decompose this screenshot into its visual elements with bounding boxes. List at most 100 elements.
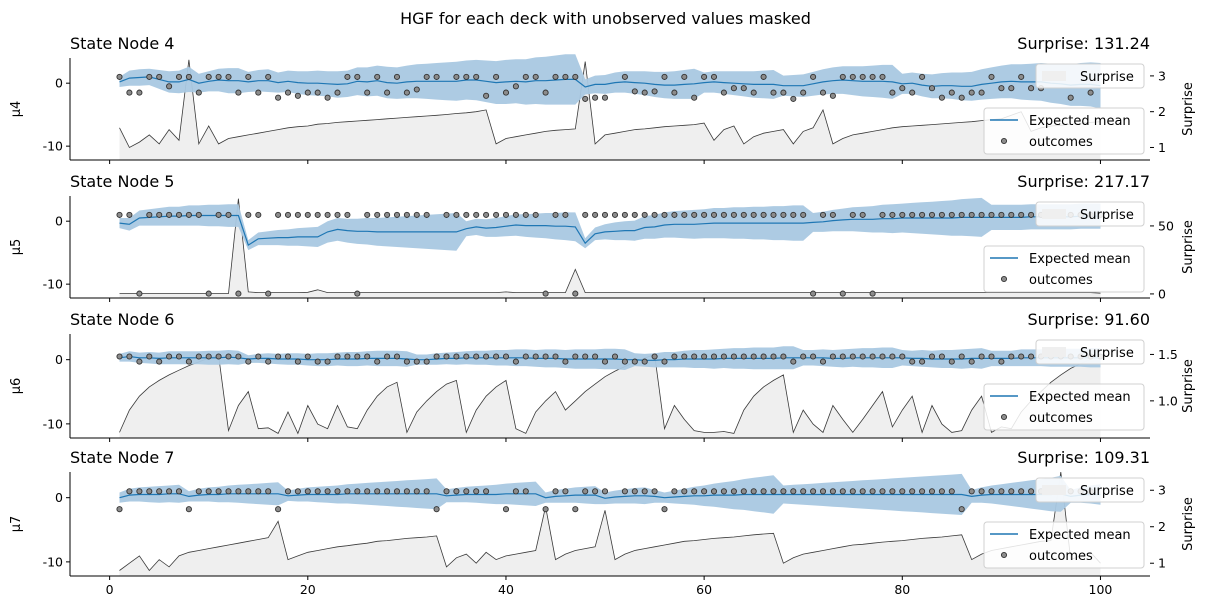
outcome-point — [284, 211, 292, 218]
outcome-point — [126, 89, 133, 96]
outcome-point — [413, 488, 420, 495]
outcome-point — [641, 488, 648, 495]
outcome-point — [701, 353, 708, 360]
outcome-point — [839, 353, 846, 360]
outcome-point — [522, 73, 529, 80]
outcome-point — [691, 211, 698, 218]
legend-main-box — [983, 521, 1145, 569]
panel-4: 0 -10 1 2 3 0 20 40 60 80 100 State Node 7 Surprise:… — [9, 448, 1196, 597]
y-tick-label: -10 — [43, 139, 63, 154]
outcome-point — [502, 353, 510, 360]
y2-tick-label: 1.5 — [1158, 347, 1178, 362]
outcome-point — [928, 353, 936, 360]
outcome-point — [592, 94, 599, 101]
uncertainty-band — [119, 54, 1101, 109]
panel-title: State Node 5 — [70, 172, 174, 191]
outcome-point — [919, 73, 926, 80]
outcome-point — [899, 353, 906, 360]
outcome-point — [988, 211, 995, 218]
outcome-point — [710, 353, 718, 360]
legend-surprise: Surprise — [1035, 477, 1145, 503]
outcome-point — [780, 353, 787, 360]
outcome-point — [483, 92, 490, 99]
outcome-point — [453, 488, 460, 495]
outcome-point — [829, 488, 836, 495]
outcome-point — [423, 488, 430, 495]
outcome-point — [433, 73, 440, 80]
outcome-point — [483, 353, 490, 360]
outcome-point — [760, 488, 767, 495]
outcome-point — [631, 211, 638, 218]
outcome-point — [146, 211, 153, 218]
panel-surprise-total: Surprise: 131.24 — [1017, 34, 1150, 53]
outcome-point — [493, 353, 500, 360]
outcome-point — [354, 73, 361, 80]
y-tick-label: 0 — [55, 76, 63, 91]
outcome-point — [869, 290, 876, 297]
outcome-point — [374, 211, 381, 218]
outcome-point — [710, 211, 718, 218]
outcome-point — [938, 211, 945, 218]
outcome-point — [344, 488, 351, 495]
outcome-point — [463, 211, 470, 218]
outcome-point — [978, 488, 985, 495]
outcome-point — [730, 488, 737, 495]
outcome-point — [364, 353, 371, 360]
outcome-point — [245, 488, 252, 495]
y-axis-label: μ4 — [9, 101, 24, 118]
legend-surprise-swatch — [1042, 485, 1066, 495]
outcome-point — [235, 290, 242, 297]
outcome-point — [958, 94, 965, 101]
outcome-point — [859, 73, 866, 80]
outcome-point — [235, 488, 242, 495]
outcome-point — [879, 353, 886, 360]
outcome-point — [998, 358, 1005, 365]
outcome-point — [294, 92, 301, 99]
outcome-point — [294, 358, 301, 365]
outcome-point — [304, 353, 311, 360]
outcome-point — [919, 358, 926, 365]
outcome-point — [413, 358, 420, 365]
outcome-point — [423, 358, 430, 365]
outcome-point — [750, 353, 757, 360]
outcome-point — [601, 94, 609, 101]
outcome-point — [701, 211, 708, 218]
outcome-point — [304, 211, 311, 218]
outcome-point — [116, 506, 123, 513]
outcome-point — [889, 211, 896, 218]
panel-surprise-total: Surprise: 217.17 — [1017, 172, 1150, 191]
outcome-point — [393, 488, 401, 495]
outcome-point — [829, 92, 836, 99]
outcome-point — [384, 353, 391, 360]
outcome-point — [641, 358, 648, 365]
outcome-point — [344, 353, 351, 360]
legend-surprise-label: Surprise — [1080, 484, 1134, 499]
y2-axis-label: Surprise — [1181, 359, 1196, 413]
outcome-point — [760, 211, 767, 218]
outcome-point — [750, 488, 757, 495]
outcome-point — [433, 353, 440, 360]
y2-axis-label: Surprise — [1181, 82, 1196, 136]
y-tick-label: 0 — [55, 214, 63, 229]
outcome-point — [384, 488, 391, 495]
legend-main: Expected mean outcomes — [983, 521, 1145, 569]
outcome-point — [770, 89, 777, 96]
legend-main-box — [983, 107, 1145, 155]
outcome-point — [740, 353, 747, 360]
surprise-area — [119, 354, 1101, 438]
outcome-point — [681, 488, 688, 495]
outcome-point — [978, 353, 985, 360]
outcome-point — [919, 211, 926, 218]
outcome-point — [146, 488, 153, 495]
outcome-point — [245, 358, 252, 365]
outcome-point — [691, 353, 698, 360]
outcome-point — [324, 211, 331, 218]
outcome-point — [354, 353, 361, 360]
outcome-point — [730, 211, 737, 218]
outcome-point — [344, 211, 351, 218]
outcome-point — [374, 73, 381, 80]
x-tick-label: 20 — [300, 582, 316, 597]
outcome-point — [354, 290, 361, 297]
outcome-point — [681, 353, 688, 360]
outcome-point — [988, 353, 995, 360]
